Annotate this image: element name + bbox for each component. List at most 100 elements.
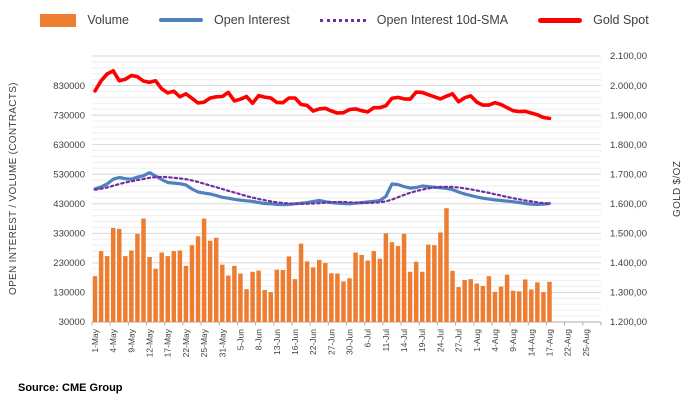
svg-text:1.700,00: 1.700,00 bbox=[610, 169, 647, 180]
volume-bar bbox=[135, 233, 140, 322]
volume-swatch-icon bbox=[40, 13, 77, 27]
volume-bar bbox=[462, 280, 467, 322]
volume-bar bbox=[450, 270, 455, 322]
volume-bar bbox=[535, 282, 540, 322]
volume-bar bbox=[304, 261, 310, 322]
open-interest-swatch-icon bbox=[159, 18, 204, 22]
gold-spot-line bbox=[93, 69, 552, 121]
svg-text:31-May: 31-May bbox=[217, 328, 227, 357]
svg-text:1.600,00: 1.600,00 bbox=[610, 199, 647, 210]
svg-text:1-May: 1-May bbox=[90, 328, 100, 352]
volume-bar bbox=[310, 267, 316, 322]
svg-text:1-Aug: 1-Aug bbox=[472, 329, 482, 352]
volume-bar bbox=[498, 286, 504, 322]
svg-text:1.400,00: 1.400,00 bbox=[610, 258, 647, 269]
volume-bar bbox=[420, 271, 425, 322]
volume-bar bbox=[177, 250, 183, 322]
svg-text:8-Jun: 8-Jun bbox=[254, 329, 264, 351]
svg-text:11-Jul: 11-Jul bbox=[381, 329, 391, 352]
volume-bar bbox=[444, 208, 449, 322]
gold-spot-swatch-icon bbox=[538, 17, 583, 23]
volume-bar bbox=[510, 290, 516, 322]
svg-text:330000: 330000 bbox=[53, 229, 85, 240]
svg-text:16-Jun: 16-Jun bbox=[290, 329, 300, 355]
volume-bar bbox=[159, 252, 164, 322]
volume-bar bbox=[480, 285, 486, 322]
source-caption: Source: CME Group bbox=[18, 382, 123, 394]
svg-text:17-Aug: 17-Aug bbox=[545, 329, 555, 357]
volume-bar bbox=[244, 289, 249, 322]
y-left-tick-labels: 830000 730000 630000 530000 430000 330000 2300… bbox=[53, 81, 85, 328]
legend-item-gold-spot: Gold Spot bbox=[538, 13, 649, 27]
svg-text:830000: 830000 bbox=[53, 81, 85, 92]
volume-bar bbox=[153, 268, 158, 322]
open-interest-10d-sma-swatch-icon bbox=[319, 18, 366, 22]
svg-text:27-Jun: 27-Jun bbox=[326, 329, 336, 355]
volume-bar bbox=[280, 269, 286, 322]
legend-item-label: Open Interest bbox=[214, 13, 290, 27]
volume-bar bbox=[371, 251, 377, 322]
svg-text:13-Jun: 13-Jun bbox=[272, 329, 282, 355]
legend-item-label: Volume bbox=[87, 13, 130, 27]
volume-bar bbox=[456, 287, 461, 322]
volume-bar bbox=[407, 271, 413, 322]
volume-bar bbox=[316, 259, 322, 322]
x-axis bbox=[91, 321, 602, 326]
volume-bar bbox=[541, 292, 546, 322]
svg-text:14-Jul: 14-Jul bbox=[399, 329, 409, 352]
volume-bar bbox=[547, 281, 552, 322]
legend-item-label: Open Interest 10d-SMA bbox=[376, 13, 509, 27]
svg-text:17-May: 17-May bbox=[163, 328, 173, 357]
svg-text:1.200,00: 1.200,00 bbox=[610, 317, 647, 328]
svg-text:1.500,00: 1.500,00 bbox=[610, 229, 647, 240]
volume-bar bbox=[123, 256, 128, 322]
volume-bar bbox=[395, 246, 401, 322]
volume-bar bbox=[171, 251, 177, 322]
volume-bar bbox=[207, 240, 213, 322]
volume-bar bbox=[438, 232, 443, 322]
svg-text:12-May: 12-May bbox=[145, 328, 155, 357]
legend-item-open-interest: Open Interest bbox=[159, 13, 290, 27]
volume-bar bbox=[523, 279, 528, 322]
volume-bar bbox=[189, 245, 195, 322]
volume-bar bbox=[347, 278, 352, 322]
svg-text:430000: 430000 bbox=[53, 199, 85, 210]
volume-bar bbox=[256, 270, 261, 322]
open-interest-line bbox=[93, 171, 552, 207]
svg-text:4-Aug: 4-Aug bbox=[490, 329, 500, 352]
volume-bar bbox=[92, 276, 98, 322]
volume-bar bbox=[323, 262, 328, 322]
volume-bars bbox=[92, 208, 552, 322]
svg-text:4-May: 4-May bbox=[108, 328, 118, 352]
volume-bar bbox=[389, 242, 395, 322]
volume-bar bbox=[353, 252, 358, 322]
volume-bar bbox=[492, 291, 498, 322]
volume-bar bbox=[232, 265, 237, 322]
svg-text:630000: 630000 bbox=[53, 140, 85, 151]
svg-text:30000: 30000 bbox=[59, 317, 85, 328]
svg-text:9-Aug: 9-Aug bbox=[508, 329, 518, 352]
svg-text:2.000,00: 2.000,00 bbox=[610, 81, 647, 92]
volume-bar bbox=[262, 290, 267, 322]
volume-bar bbox=[298, 243, 304, 322]
volume-bar bbox=[359, 254, 364, 322]
volume-bar bbox=[110, 228, 116, 322]
open-interest-10d-sma-line bbox=[93, 175, 551, 205]
volume-bar bbox=[516, 291, 522, 322]
legend-item-label: Gold Spot bbox=[593, 13, 649, 27]
y-right-tick-labels: 2.100,00 2.000,00 1.900,00 1.800,00 1.700,00… bbox=[610, 51, 647, 328]
svg-text:1.300,00: 1.300,00 bbox=[610, 288, 647, 299]
volume-bar bbox=[474, 283, 480, 322]
svg-text:130000: 130000 bbox=[53, 288, 85, 299]
x-axis-labels: 1-May 4-May 9-May 12-May 17-May 22-May 25-May 3… bbox=[90, 328, 591, 357]
svg-text:730000: 730000 bbox=[53, 110, 85, 121]
svg-text:25-May: 25-May bbox=[199, 328, 209, 357]
volume-bar bbox=[292, 279, 298, 322]
volume-bar bbox=[365, 260, 370, 322]
volume-bar bbox=[401, 233, 407, 322]
volume-bar bbox=[504, 274, 510, 322]
volume-bar bbox=[486, 276, 492, 322]
svg-text:19-Jul: 19-Jul bbox=[417, 329, 427, 352]
